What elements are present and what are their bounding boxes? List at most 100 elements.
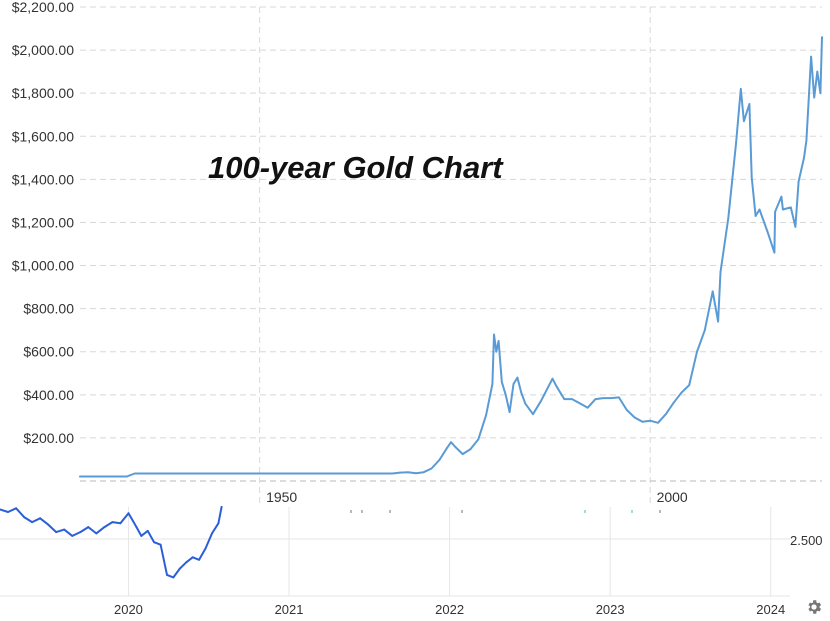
gold-price-data-point (625, 409, 628, 411)
gold-price-data-point (700, 340, 702, 342)
gold-price-data-point (602, 397, 605, 399)
lower-series-point (217, 522, 220, 525)
lower-series-point (220, 506, 223, 508)
gold-price-data-point (633, 416, 636, 419)
gold-price-data-point (586, 406, 589, 409)
lower-chart-marks (0, 506, 223, 579)
gold-price-data-point (664, 413, 667, 416)
gold-price-data-point (461, 453, 464, 455)
lower-series-point (103, 526, 106, 529)
gold-price-data-point (555, 385, 558, 388)
gold-price-data-point (758, 208, 761, 211)
gold-price-data-point (805, 139, 808, 142)
lower-series-point (178, 567, 181, 570)
lower-series-point (135, 526, 138, 529)
lower-series-point (191, 556, 194, 559)
lower-x-tick-label: 2024 (756, 602, 785, 617)
gold-price-data-point (819, 92, 822, 95)
gold-price-data-point (672, 401, 675, 404)
lower-series-point (95, 532, 98, 535)
lower-series-point (87, 526, 90, 529)
gold-price-data-point (407, 471, 409, 474)
lower-series-point (198, 558, 201, 561)
gold-price-data-point (563, 398, 566, 400)
lower-axis: 2020 2021 2022 2023 2024 2.500 (114, 533, 823, 617)
gold-price-data-point (520, 391, 523, 394)
gold-price-data-point (258, 472, 261, 475)
upper-y-tick-label: $600.00 (23, 344, 74, 360)
gold-price-data-point (797, 180, 800, 183)
gold-price-data-point (438, 459, 441, 461)
gold-price-data-point (727, 217, 730, 220)
lower-series-line (0, 506, 223, 579)
gold-price-data-point (803, 156, 805, 159)
gold-price-data-point (180, 472, 183, 475)
lower-series-point (119, 522, 122, 525)
gold-price-data-point (618, 396, 620, 399)
lower-x-tick-label: 2021 (275, 602, 304, 617)
gold-price-data-point (446, 446, 448, 449)
gold-price-data-point (750, 176, 753, 179)
gold-price-data-point (497, 340, 500, 342)
gold-price-data-point (711, 290, 714, 293)
gold-price-data-point (485, 414, 487, 416)
gold-price-data-point (539, 400, 542, 403)
gold-price-data-point (782, 208, 784, 211)
gold-price-data-point (504, 393, 507, 396)
lower-gridlines (0, 507, 790, 597)
gold-price-data-point (766, 230, 769, 233)
lower-series-point (111, 521, 114, 524)
upper-y-tick-label: $1,600.00 (12, 128, 74, 144)
lower-x-tick-label: 2020 (114, 602, 143, 617)
gold-price-data-point (516, 376, 519, 379)
gold-price-data-point (336, 472, 339, 475)
gold-price-data-point (495, 350, 498, 353)
gold-price-data-point (794, 225, 797, 228)
gold-price-data-point (743, 120, 745, 123)
upper-y-tick-label: $200.00 (23, 430, 74, 446)
gold-price-data-point (450, 441, 452, 444)
gold-price-data-point (774, 210, 776, 213)
gold-price-data-point (571, 398, 573, 400)
gold-price-data-point (773, 251, 776, 254)
upper-x-tick-label: 1950 (266, 489, 297, 505)
gold-price-data-point (430, 467, 433, 470)
upper-y-tick-label: $2,200.00 (12, 0, 74, 15)
upper-y-tick-label: $1,800.00 (12, 85, 74, 101)
lower-series-point (55, 531, 58, 534)
gear-icon[interactable] (805, 598, 823, 616)
gold-price-data-point (579, 402, 581, 405)
lower-series-point (146, 529, 149, 532)
gold-price-data-point (422, 471, 425, 474)
upper-y-tick-label: $400.00 (23, 387, 74, 403)
gold-price-data-point (469, 448, 472, 450)
gold-price-data-point (126, 475, 128, 478)
gold-price-data-point (133, 472, 136, 475)
upper-y-tick-label: $1,400.00 (12, 171, 74, 187)
gold-price-data-point (415, 472, 417, 475)
lower-series-point (127, 512, 130, 515)
gold-price-data-point (816, 70, 819, 73)
gold-price-data-point (735, 141, 737, 144)
upper-y-tick-label: $1,200.00 (12, 214, 74, 230)
lower-series-point (140, 534, 143, 537)
lower-series-point (47, 523, 50, 526)
lower-y-tick-label: 2.500 (790, 533, 823, 548)
lower-series-point (166, 573, 168, 576)
lower-series-point (211, 532, 213, 535)
upper-y-tick-label: $2,000.00 (12, 42, 74, 58)
lower-series-point (153, 541, 156, 544)
gear-icon-svg (808, 600, 822, 614)
gold-price-data-point (680, 391, 683, 394)
gold-price-data-point (719, 271, 722, 273)
gold-price-data-point (491, 383, 494, 385)
lower-series-point (0, 508, 1, 511)
gold-price-data-point (610, 397, 612, 399)
upper-axis: $200.00 $400.00 $600.00 $800.00 $1,000.00 $1,… (12, 0, 822, 505)
gold-price-data-point (810, 55, 812, 58)
gold-price-data-point (512, 383, 515, 385)
upper-chart-marks (79, 36, 823, 478)
lower-series-point (7, 511, 9, 513)
